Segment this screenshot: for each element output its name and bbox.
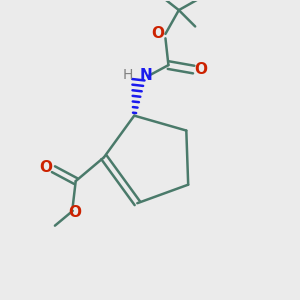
Text: O: O xyxy=(40,160,52,175)
Text: O: O xyxy=(152,26,164,41)
Text: O: O xyxy=(69,206,82,220)
Text: O: O xyxy=(195,62,208,77)
Text: N: N xyxy=(140,68,152,83)
Text: H: H xyxy=(123,68,134,82)
